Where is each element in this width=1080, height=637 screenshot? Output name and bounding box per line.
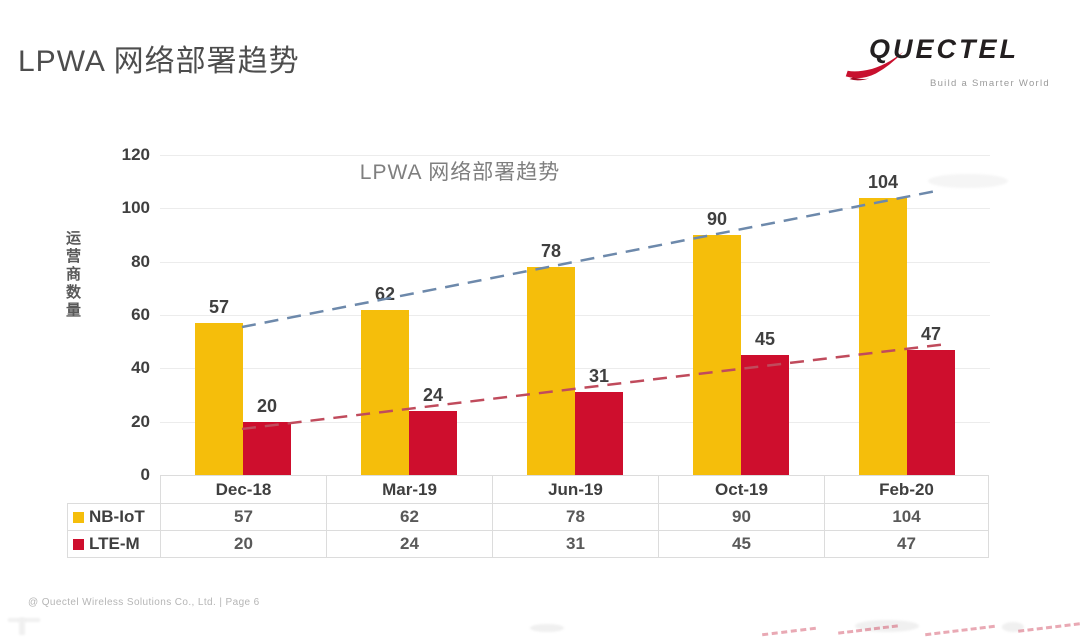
bar-value-label: 57 [208, 297, 230, 317]
decor-smudge [855, 620, 919, 632]
table-value-cell: 78 [492, 503, 659, 531]
logo-tagline: Build a Smarter World [929, 78, 1050, 89]
y-axis-tick-label: 60 [131, 305, 150, 324]
y-axis-tick-label: 100 [121, 198, 150, 218]
y-axis-tick-label: 40 [131, 358, 150, 378]
y-axis-tick-label: 20 [131, 411, 150, 431]
legend-item-nb-iot: NB-IoT [67, 503, 161, 531]
table-value-cell: 31 [492, 530, 659, 558]
bar-lte-m-mar-19 [409, 411, 457, 475]
logo-brand: QUECTEL [869, 34, 1020, 64]
bar-value-label: 90 [706, 209, 728, 229]
page-title: LPWA 网络部署趋势 [18, 45, 300, 78]
bar-value-label: 78 [540, 241, 562, 261]
bar-lte-m-oct-19 [741, 355, 789, 475]
table-corner-cell [67, 475, 161, 504]
data-table: Dec-18 Mar-19 Jun-19 Oct-19 Feb-20 NB-IoT 57 62… [67, 475, 989, 558]
table-value-cell: 47 [824, 530, 989, 558]
table-header-cell: Dec-18 [160, 475, 327, 504]
y-axis-tick-label: 120 [121, 145, 150, 164]
table-value-cell: 104 [824, 503, 989, 531]
bar-nb-iot-feb-20 [859, 197, 907, 475]
decor-smudge [19, 618, 25, 635]
y-axis-label: 运营商数量 [64, 230, 81, 320]
decor-smudge [1002, 622, 1024, 632]
bar-value-label: 104 [867, 171, 899, 192]
trendline-lte-m [241, 343, 942, 431]
bar-nb-iot-dec-18 [195, 323, 243, 475]
legend-swatch-lte-m [73, 539, 84, 550]
gridline [160, 155, 990, 156]
decor-smudge [530, 624, 564, 632]
bar-lte-m-dec-18 [243, 421, 291, 475]
logo-swoosh-icon [845, 51, 904, 81]
bar-value-label: 20 [256, 395, 278, 416]
table-value-cell: 20 [160, 530, 327, 558]
gridline [160, 208, 990, 210]
y-axis-tick-label: 0 [140, 465, 150, 484]
chart-title: LPWA 网络部署趋势 [359, 161, 561, 184]
table-header-cell: Mar-19 [326, 475, 493, 504]
gridline [160, 315, 990, 316]
legend-item-lte-m: LTE-M [67, 530, 161, 558]
bar-value-label: 47 [920, 323, 942, 344]
gridline [160, 368, 990, 370]
bar-nb-iot-oct-19 [693, 235, 741, 475]
table-header-cell: Oct-19 [658, 475, 825, 504]
table-value-cell: 24 [326, 530, 493, 558]
decor-smudge [928, 174, 1008, 188]
table-header-cell: Feb-20 [824, 475, 989, 504]
bar-value-label: 24 [422, 385, 444, 405]
table-value-cell: 62 [326, 503, 493, 531]
legend-swatch-nb-iot [73, 512, 84, 523]
bar-value-label: 45 [754, 329, 776, 349]
table-header-cell: Jun-19 [492, 475, 659, 504]
bar-lte-m-feb-20 [907, 349, 955, 475]
bar-nb-iot-jun-19 [527, 267, 575, 475]
trendline-nb-iot [241, 188, 942, 329]
table-value-cell: 90 [658, 503, 825, 531]
table-value-cell: 57 [160, 503, 327, 531]
bar-value-label: 31 [588, 366, 610, 387]
table-value-cell: 45 [658, 530, 825, 558]
y-axis-tick-label: 80 [131, 251, 150, 271]
quectel-logo: QUECTEL Build a Smarter World [843, 28, 1053, 94]
gridline [160, 261, 990, 263]
bar-lte-m-jun-19 [575, 392, 623, 475]
footer-text: @ Quectel Wireless Solutions Co., Ltd. |… [28, 597, 260, 608]
chart-data-table: Dec-18 Mar-19 Jun-19 Oct-19 Feb-20 NB-IoT 57 62… [67, 475, 989, 558]
bar-nb-iot-mar-19 [361, 309, 409, 475]
